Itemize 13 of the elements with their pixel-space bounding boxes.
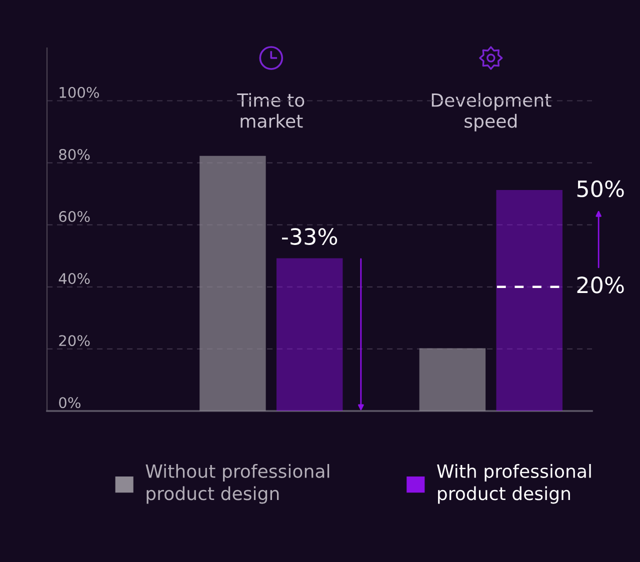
y-tick-label: 60% [59,210,90,222]
annotation: -33% [282,228,338,245]
annotation: 50% [577,180,624,198]
x-tick-label: Time to market [237,92,304,128]
y-tick-label: 0% [59,397,80,408]
y-tick-label: 100% [60,86,99,98]
legend-label: With professional product design [437,464,591,504]
y-tick-label: 20% [59,335,90,346]
y-tick-label: 80% [59,148,90,160]
y-tick-label: 40% [58,273,90,284]
legend-label: Without professional product design [146,464,330,504]
annotation: 20% [577,276,624,294]
x-tick-label: Development speed [432,92,552,132]
